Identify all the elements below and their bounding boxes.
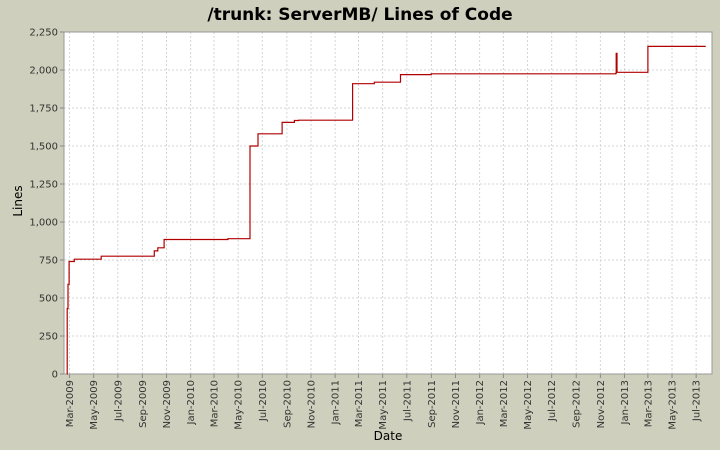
y-tick-label: 1,500 [29,142,58,153]
x-tick-label: Jan-2011 [331,380,342,425]
x-tick-label: Sep-2010 [282,380,293,428]
x-tick-label: May-2012 [523,380,534,430]
y-tick-label: 2,000 [29,66,58,77]
plot-border [63,31,713,375]
x-tick-label: May-2011 [378,380,389,430]
x-tick-label: Jan-2013 [620,380,631,425]
plot-area [64,32,712,374]
x-tick-label: Mar-2010 [210,380,221,427]
y-tick-label: 2,250 [29,28,58,39]
x-tick-label: Mar-2009 [65,380,76,427]
x-tick-label: Sep-2009 [138,380,149,428]
y-tick-label: 750 [39,256,58,267]
x-tick-label: Jul-2013 [692,380,703,422]
x-tick-label: Sep-2011 [427,380,438,428]
x-tick-label: Jul-2009 [113,380,124,422]
x-tick-label: May-2010 [234,380,245,430]
x-tick-label: Jan-2010 [186,380,197,425]
y-axis-label: Lines [11,185,25,216]
x-tick-label: Nov-2011 [451,380,462,428]
x-tick-label: Sep-2012 [572,380,583,428]
x-tick-label: Jul-2011 [402,380,413,422]
y-tick-label: 500 [39,294,58,305]
x-tick-label: Jan-2012 [475,380,486,425]
y-tick-label: 1,250 [29,180,58,191]
series-line [66,45,706,375]
x-tick-label: Nov-2009 [162,380,173,428]
y-tick-label: 250 [39,332,58,343]
x-tick-label: May-2013 [668,380,679,430]
y-tick-label: 0 [52,370,58,381]
x-tick-label: Mar-2011 [354,380,365,427]
x-tick-label: May-2009 [89,380,100,430]
x-tick-label: Jul-2012 [547,380,558,422]
x-axis-label: Date [374,429,403,443]
x-tick-label: Nov-2010 [307,380,318,428]
x-tick-label: Mar-2012 [499,380,510,427]
x-tick-label: Nov-2012 [596,380,607,428]
x-tick-label: Jul-2010 [258,380,269,422]
y-tick-label: 1,750 [29,104,58,115]
y-tick-label: 1,000 [29,218,58,229]
chart-title: /trunk: ServerMB/ Lines of Code [207,5,512,25]
x-tick-label: Mar-2013 [643,380,654,427]
